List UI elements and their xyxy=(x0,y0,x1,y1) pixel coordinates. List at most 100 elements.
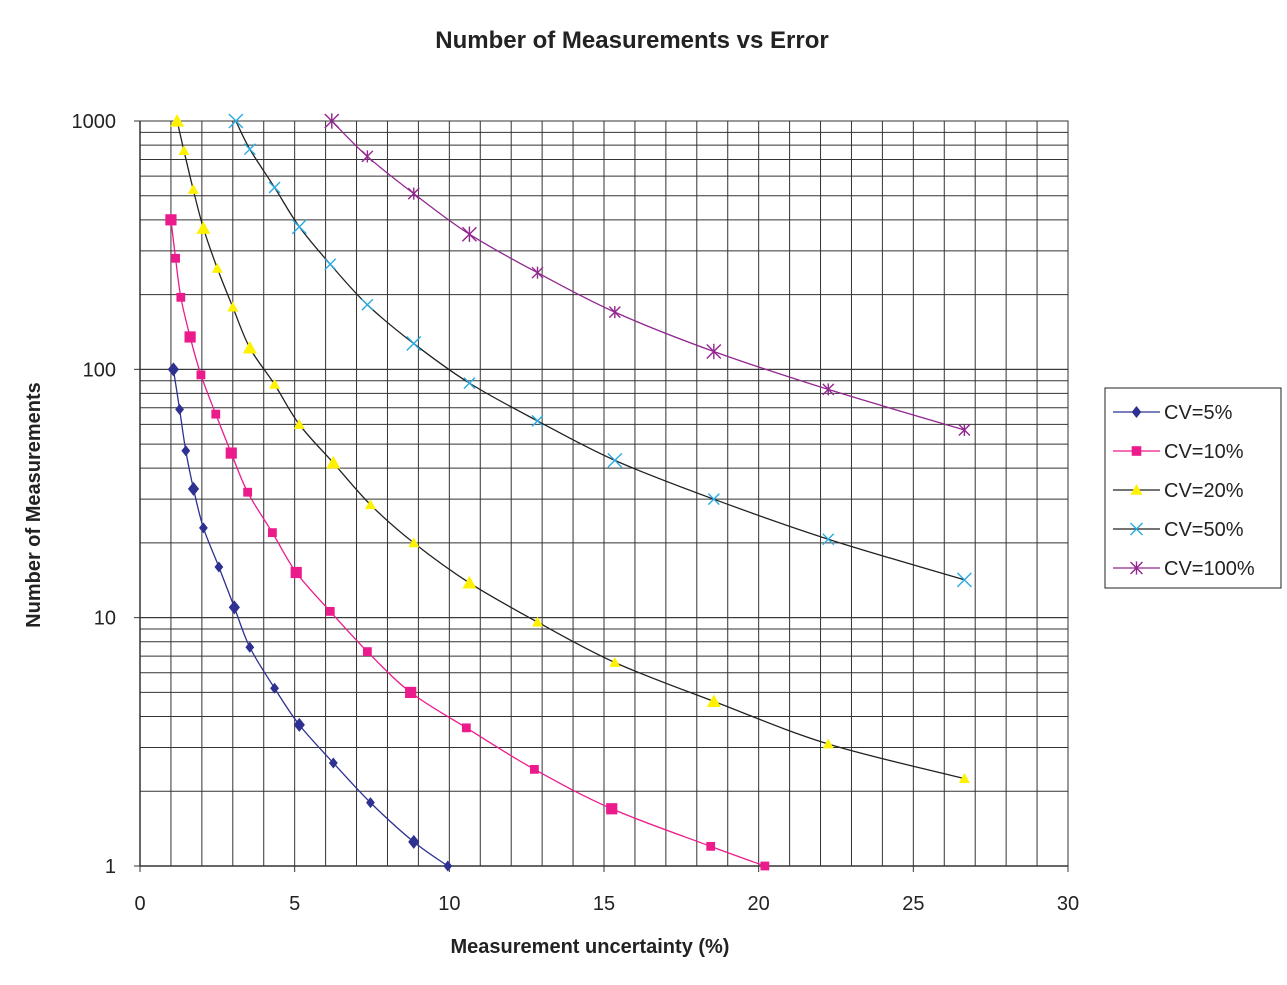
data-point xyxy=(407,187,420,200)
data-point xyxy=(196,370,206,380)
data-point xyxy=(361,298,374,311)
data-point xyxy=(242,340,257,354)
data-point xyxy=(293,717,305,732)
legend-item: CV=5% xyxy=(1113,402,1233,424)
marker-stroke xyxy=(361,298,374,311)
x-tick-label: 0 xyxy=(134,893,145,915)
x-tick-label: 10 xyxy=(438,893,460,915)
data-point xyxy=(324,113,340,129)
data-point xyxy=(531,616,543,627)
marker-stroke xyxy=(463,377,476,390)
data-point xyxy=(325,606,335,616)
data-point xyxy=(364,499,376,510)
tick-labels: 0 5 10 15 20 25 30 1 10 100 1000 xyxy=(72,111,1080,915)
data-point xyxy=(606,803,618,815)
data-point xyxy=(228,600,240,615)
data-point xyxy=(531,414,544,427)
series-cv-10- xyxy=(165,214,770,871)
legend: CV=5% CV=10% CV=20% CV=50% CV=100% xyxy=(1104,387,1282,589)
data-point xyxy=(243,487,253,497)
data-point xyxy=(1130,561,1143,575)
data-point xyxy=(269,378,281,389)
data-point xyxy=(225,447,237,459)
data-point xyxy=(290,566,302,579)
legend-label: CV=50% xyxy=(1164,519,1244,541)
data-point xyxy=(178,145,190,155)
data-point xyxy=(760,861,770,871)
data-point xyxy=(181,445,191,457)
data-point xyxy=(1130,484,1143,495)
legend-label: CV=100% xyxy=(1164,558,1255,580)
data-point xyxy=(291,219,307,235)
data-point xyxy=(956,572,972,588)
data-point xyxy=(461,226,477,242)
gridlines xyxy=(140,120,1068,867)
data-point xyxy=(822,738,834,749)
data-point xyxy=(361,150,374,163)
data-point xyxy=(531,266,544,279)
x-tick-label: 25 xyxy=(902,893,924,915)
data-point xyxy=(406,336,422,352)
x-tick-label: 5 xyxy=(289,893,300,915)
data-point xyxy=(324,258,337,271)
data-point xyxy=(608,306,621,319)
data-point xyxy=(609,656,621,667)
data-point xyxy=(443,860,453,872)
data-point xyxy=(328,757,338,769)
legend-label: CV=20% xyxy=(1164,480,1244,502)
series-line xyxy=(235,120,965,581)
x-tick-label: 30 xyxy=(1057,893,1079,915)
data-point xyxy=(1131,446,1142,456)
data-point xyxy=(245,641,255,653)
legend-items: CV=5% CV=10% CV=20% CV=50% CV=100% xyxy=(1113,402,1255,580)
series-line xyxy=(331,120,965,431)
data-point xyxy=(958,773,970,783)
data-point xyxy=(243,143,256,156)
chart-title: Number of Measurements vs Error xyxy=(435,27,828,54)
data-point xyxy=(227,301,239,312)
data-point xyxy=(462,575,477,589)
data-point xyxy=(165,214,177,226)
data-point xyxy=(228,113,244,129)
data-point xyxy=(176,292,186,302)
legend-label: CV=10% xyxy=(1164,441,1244,463)
data-point xyxy=(199,522,208,534)
data-point xyxy=(706,841,716,851)
data-point xyxy=(607,452,623,468)
data-point xyxy=(187,481,200,496)
series-cv-100- xyxy=(324,113,971,437)
x-tick-label: 20 xyxy=(748,893,770,915)
data-point xyxy=(270,682,279,694)
data-point xyxy=(958,423,971,437)
data-point xyxy=(408,834,420,849)
legend-item: CV=50% xyxy=(1113,519,1244,541)
data-point xyxy=(268,181,281,194)
x-tick-label: 15 xyxy=(593,893,615,915)
data-point xyxy=(707,493,720,506)
data-point xyxy=(175,403,184,415)
data-point xyxy=(326,455,341,469)
marker-stroke xyxy=(956,572,972,588)
y-axis-title: Number of Measurements xyxy=(23,382,45,628)
series-group xyxy=(165,113,972,872)
data-point xyxy=(530,764,539,774)
data-point xyxy=(408,537,420,548)
data-point xyxy=(463,377,476,390)
y-tick-label: 1 xyxy=(105,856,116,878)
y-tick-label: 10 xyxy=(94,608,116,630)
data-point xyxy=(461,723,471,733)
marker-stroke xyxy=(228,113,244,129)
y-tick-label: 1000 xyxy=(72,111,117,133)
marker-stroke xyxy=(268,181,281,194)
data-point xyxy=(1131,406,1142,418)
data-point xyxy=(214,561,224,573)
data-point xyxy=(170,114,185,127)
legend-item: CV=20% xyxy=(1113,480,1244,502)
data-point xyxy=(366,797,375,809)
marker-stroke xyxy=(291,219,307,235)
marker-stroke xyxy=(243,143,256,156)
data-point xyxy=(822,533,835,546)
data-point xyxy=(187,183,199,194)
legend-label: CV=5% xyxy=(1164,402,1233,424)
